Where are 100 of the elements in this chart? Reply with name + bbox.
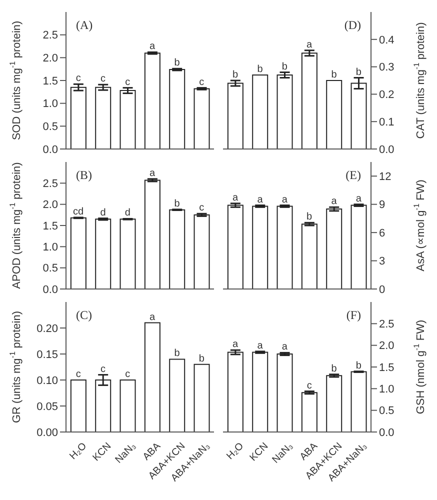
y-tick-label: 2.5 (42, 178, 58, 190)
annotation: (D) (344, 18, 361, 33)
annotation: (C) (76, 308, 92, 323)
annotation: a (232, 192, 239, 204)
y-tick-label: 0.05 (36, 400, 58, 413)
y-tick-label: 0.00 (36, 426, 58, 439)
y-tick-label: 1.0 (42, 98, 58, 110)
annotation: a (257, 194, 264, 206)
bar (194, 364, 210, 432)
x-tick-label: H₂O (68, 440, 90, 462)
y-tick-label: 2.0 (42, 199, 58, 212)
annotation: b (282, 61, 288, 72)
annotation: (A) (76, 18, 93, 33)
bar (144, 52, 160, 149)
annotation: c (199, 76, 204, 88)
bar (144, 180, 160, 289)
bar (120, 90, 136, 149)
annotation: c (76, 369, 81, 380)
annotation: a (150, 312, 156, 323)
y-tick-label: 0 (379, 284, 386, 296)
annotation: b (174, 58, 180, 69)
bar (194, 214, 210, 289)
y-tick-label: 2.0 (42, 52, 58, 65)
annotation: b (232, 70, 239, 80)
annotation: b (306, 212, 313, 223)
bar (350, 371, 367, 432)
bar (70, 380, 86, 432)
bar (252, 74, 268, 149)
bar (350, 204, 367, 289)
annotation: b (174, 198, 180, 210)
annotation: c (306, 380, 312, 392)
bar (276, 354, 293, 432)
annotation: b (331, 70, 338, 80)
y-tick-label: 2.5 (42, 30, 58, 42)
y-tick-label: 2.5 (379, 318, 394, 331)
y-tick-label: 0.15 (36, 348, 58, 361)
annotation: a (356, 193, 362, 204)
y-tick-label: 0.4 (379, 34, 394, 46)
bar (301, 52, 318, 149)
y-tick-label: 6 (379, 227, 386, 240)
annotation: a (282, 194, 288, 206)
annotation: (E) (346, 168, 361, 183)
bar (70, 86, 86, 149)
bar (301, 392, 318, 432)
bar (227, 204, 244, 289)
bar (252, 352, 268, 432)
y-tick-label: 0.5 (42, 121, 58, 134)
bar (194, 88, 210, 149)
bar (120, 218, 136, 289)
y-tick-label: 1.0 (42, 242, 58, 254)
annotation: b (174, 348, 180, 360)
y-tick-label: 9 (379, 199, 386, 212)
y-tick-label: 0.10 (36, 374, 58, 387)
y-tick-label: 0.0 (42, 284, 58, 296)
annotation: a (306, 39, 313, 50)
y-tick-label: 12 (379, 171, 392, 184)
bar (301, 224, 318, 289)
bar (326, 80, 342, 149)
bar (70, 217, 86, 289)
annotation: d (100, 207, 106, 218)
annotation: (F) (346, 308, 361, 323)
y-tick-label: 1.0 (379, 384, 394, 396)
bar (169, 69, 186, 149)
x-tick-label: H₂O (224, 440, 246, 462)
annotation: d (124, 208, 130, 219)
annotation: b (331, 363, 338, 374)
y-tick-label: 0.3 (379, 62, 394, 74)
annotation: a (282, 342, 288, 353)
y-tick-label: 0.1 (379, 116, 394, 129)
annotation: a (232, 339, 239, 350)
annotation: c (125, 76, 130, 88)
annotation: (B) (76, 168, 92, 183)
bar (276, 74, 293, 149)
annotation: cd (73, 206, 84, 218)
y-tick-label: 2.0 (379, 340, 394, 352)
y-tick-label: 1.5 (42, 220, 58, 232)
bar (169, 358, 186, 432)
bar (227, 352, 244, 432)
bar (326, 208, 342, 289)
bar (326, 375, 342, 432)
annotation: c (100, 74, 106, 85)
annotation: a (150, 41, 156, 52)
bar (169, 209, 186, 289)
annotation: c (199, 202, 204, 214)
annotation: b (198, 353, 205, 364)
y-tick-label: 0.0 (42, 144, 58, 156)
y-tick-label: 0.0 (379, 426, 394, 439)
annotation: a (150, 168, 156, 179)
bar (95, 218, 112, 289)
bar (144, 322, 160, 432)
annotation: c (100, 364, 106, 375)
bar (227, 82, 244, 149)
annotation: b (356, 360, 362, 372)
bar (252, 206, 268, 289)
bar (95, 86, 112, 149)
annotation: b (257, 64, 264, 76)
y-tick-label: 0.5 (379, 405, 394, 418)
y-tick-label: 1.5 (379, 362, 394, 374)
y-tick-label: 0.2 (379, 89, 394, 102)
y-tick-label: 1.5 (42, 75, 58, 88)
